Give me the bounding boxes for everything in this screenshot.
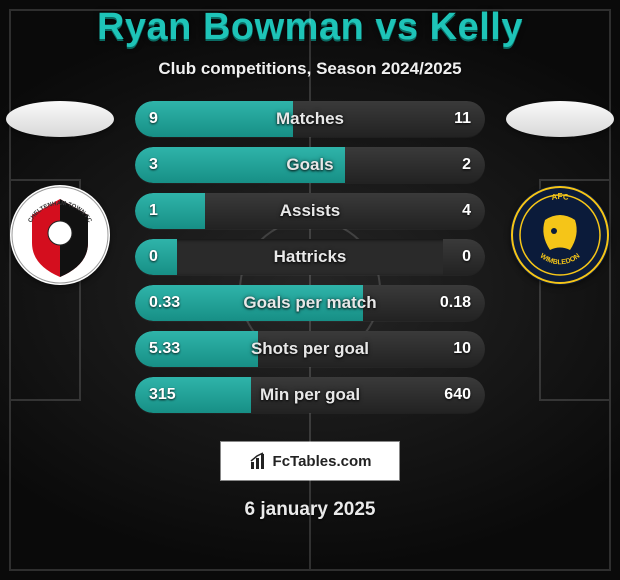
- page-title: Ryan Bowman vs Kelly: [0, 0, 620, 49]
- stat-fill-left: [135, 331, 258, 367]
- stat-fill-right: [363, 285, 486, 321]
- stat-row: Shots per goal5.3310: [135, 331, 485, 367]
- stat-fill-left: [135, 147, 345, 183]
- stat-fill-right: [258, 331, 486, 367]
- left-club-badge: CHELTENHAM TOWN FC: [10, 185, 110, 285]
- right-player-column: AFC WIMBLEDON: [500, 101, 620, 285]
- stat-row: Goals per match0.330.18: [135, 285, 485, 321]
- stat-row: Goals32: [135, 147, 485, 183]
- stat-row: Min per goal315640: [135, 377, 485, 413]
- stat-row: Hattricks00: [135, 239, 485, 275]
- stat-fill-right: [443, 239, 485, 275]
- stat-bars: Matches911 Goals32 Assists14 Hattricks00 Goa…: [135, 101, 485, 413]
- stat-label: Hattricks: [135, 239, 485, 275]
- stat-fill-right: [345, 147, 485, 183]
- left-player-column: CHELTENHAM TOWN FC: [0, 101, 120, 285]
- stat-fill-right: [251, 377, 486, 413]
- right-flag-placeholder: [506, 101, 614, 137]
- subtitle: Club competitions, Season 2024/2025: [0, 59, 620, 79]
- stat-fill-right: [293, 101, 486, 137]
- stat-row: Assists14: [135, 193, 485, 229]
- stat-row: Matches911: [135, 101, 485, 137]
- stat-fill-left: [135, 101, 293, 137]
- fctables-logo: FcTables.com: [220, 441, 400, 481]
- stat-fill-left: [135, 285, 363, 321]
- svg-text:AFC: AFC: [551, 192, 570, 202]
- stat-fill-left: [135, 239, 177, 275]
- bars-icon: [249, 451, 269, 471]
- date-text: 6 january 2025: [0, 499, 620, 521]
- left-flag-placeholder: [6, 101, 114, 137]
- stat-fill-left: [135, 193, 205, 229]
- comparison-container: CHELTENHAM TOWN FC AFC WIMBLEDON Matches…: [0, 101, 620, 421]
- stat-fill-right: [205, 193, 485, 229]
- right-club-badge: AFC WIMBLEDON: [510, 185, 610, 285]
- stat-fill-left: [135, 377, 251, 413]
- brand-text: FcTables.com: [273, 453, 372, 470]
